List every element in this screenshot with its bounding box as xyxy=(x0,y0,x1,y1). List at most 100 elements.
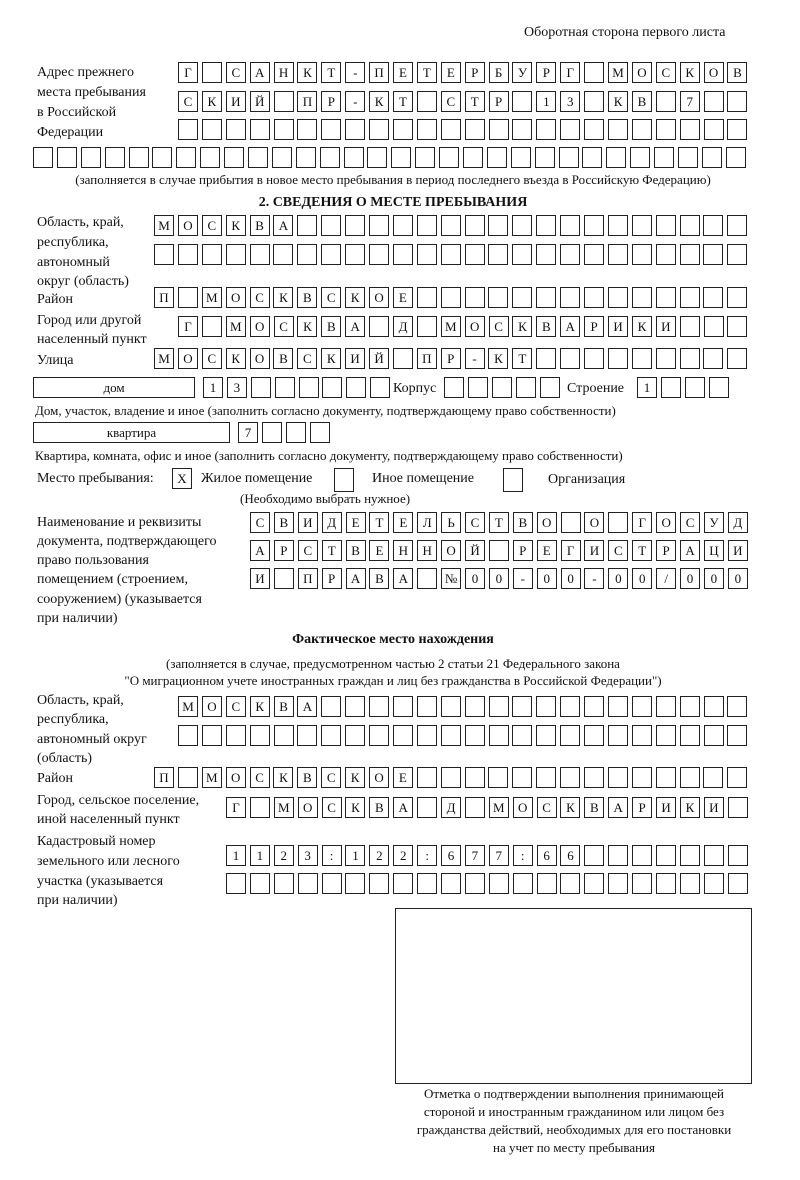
char-cell[interactable] xyxy=(309,422,330,443)
char-cell[interactable]: Н xyxy=(273,62,294,83)
char-cell[interactable]: И xyxy=(345,348,366,369)
char-cell[interactable] xyxy=(369,119,390,140)
char-cell[interactable]: Е xyxy=(369,540,390,561)
char-cell[interactable]: О xyxy=(584,512,605,533)
char-cell[interactable] xyxy=(488,540,509,561)
char-cell[interactable]: Р xyxy=(273,540,294,561)
char-cell[interactable] xyxy=(417,568,438,589)
char-cell[interactable]: У xyxy=(512,62,533,83)
char-cell[interactable] xyxy=(488,725,509,746)
char-cell[interactable]: А xyxy=(393,797,414,818)
char-cell[interactable] xyxy=(273,873,294,894)
char-cell[interactable]: У xyxy=(703,512,724,533)
char-cell[interactable]: М xyxy=(440,316,461,337)
char-cell[interactable]: Д xyxy=(393,316,414,337)
char-cell[interactable]: 0 xyxy=(465,568,486,589)
char-cell[interactable]: А xyxy=(345,568,366,589)
char-cell[interactable]: Е xyxy=(536,540,557,561)
char-cell[interactable] xyxy=(655,287,676,308)
char-cell[interactable]: В xyxy=(631,91,652,112)
char-cell[interactable] xyxy=(273,119,294,140)
char-cell[interactable]: Г xyxy=(226,797,246,818)
char-cell[interactable] xyxy=(656,873,677,894)
char-cell[interactable]: В xyxy=(273,696,294,717)
char-cell[interactable]: С xyxy=(201,348,222,369)
char-cell[interactable] xyxy=(417,873,438,894)
char-cell[interactable]: В xyxy=(512,512,533,533)
char-cell[interactable] xyxy=(250,377,271,398)
char-cell[interactable]: М xyxy=(201,287,222,308)
char-cell[interactable]: К xyxy=(631,316,652,337)
char-cell[interactable]: Т xyxy=(512,348,533,369)
char-cell[interactable]: 1 xyxy=(345,845,366,866)
char-cell[interactable]: Т xyxy=(321,540,342,561)
char-cell[interactable] xyxy=(416,767,437,788)
char-cell[interactable]: И xyxy=(727,540,748,561)
char-cell[interactable] xyxy=(201,316,222,337)
char-cell[interactable] xyxy=(369,696,390,717)
char-cell[interactable] xyxy=(727,215,748,236)
char-cell[interactable] xyxy=(703,287,724,308)
char-cell[interactable] xyxy=(200,147,221,168)
char-cell[interactable]: О xyxy=(441,540,462,561)
char-cell[interactable]: О xyxy=(512,797,533,818)
char-cell[interactable]: С xyxy=(297,348,318,369)
char-cell[interactable] xyxy=(488,287,509,308)
char-cell[interactable] xyxy=(249,119,270,140)
char-cell[interactable] xyxy=(226,873,246,894)
char-cell[interactable]: 0 xyxy=(560,568,581,589)
char-cell[interactable] xyxy=(225,244,246,265)
char-cell[interactable]: 7 xyxy=(679,91,700,112)
char-cell[interactable] xyxy=(224,147,245,168)
char-cell[interactable] xyxy=(297,244,318,265)
char-cell[interactable] xyxy=(321,725,342,746)
char-cell[interactable] xyxy=(608,512,629,533)
char-cell[interactable]: Е xyxy=(345,512,366,533)
char-cell[interactable]: Г xyxy=(178,62,198,83)
char-cell[interactable] xyxy=(703,767,724,788)
char-cell[interactable]: Т xyxy=(464,91,485,112)
char-cell[interactable]: М xyxy=(273,797,294,818)
char-cell[interactable] xyxy=(584,725,605,746)
char-cell[interactable] xyxy=(393,725,414,746)
char-cell[interactable]: - xyxy=(512,568,533,589)
char-cell[interactable]: 1 xyxy=(203,377,223,398)
char-cell[interactable] xyxy=(273,91,294,112)
char-cell[interactable] xyxy=(703,696,724,717)
char-cell[interactable] xyxy=(536,348,557,369)
char-cell[interactable] xyxy=(346,377,367,398)
char-cell[interactable]: А xyxy=(250,540,270,561)
char-cell[interactable] xyxy=(488,696,509,717)
char-cell[interactable] xyxy=(631,215,652,236)
char-cell[interactable]: М xyxy=(154,215,174,236)
char-cell[interactable] xyxy=(274,377,295,398)
char-cell[interactable]: 0 xyxy=(703,568,724,589)
char-cell[interactable] xyxy=(393,696,414,717)
char-cell[interactable] xyxy=(560,287,581,308)
char-cell[interactable] xyxy=(679,215,700,236)
char-cell[interactable] xyxy=(464,119,485,140)
char-cell[interactable] xyxy=(177,287,198,308)
char-cell[interactable] xyxy=(703,725,724,746)
char-cell[interactable] xyxy=(679,119,700,140)
char-cell[interactable] xyxy=(679,725,700,746)
char-cell[interactable]: С xyxy=(249,767,270,788)
char-cell[interactable] xyxy=(512,244,533,265)
char-cell[interactable]: С xyxy=(297,540,318,561)
char-cell[interactable]: И xyxy=(250,568,270,589)
char-cell[interactable] xyxy=(584,696,605,717)
char-cell[interactable] xyxy=(558,147,579,168)
building-cells[interactable]: 1 xyxy=(637,377,729,398)
char-cell[interactable] xyxy=(655,767,676,788)
char-cell[interactable]: Й xyxy=(369,348,390,369)
char-cell[interactable]: О xyxy=(201,696,222,717)
char-cell[interactable]: 0 xyxy=(488,568,509,589)
char-cell[interactable] xyxy=(631,119,652,140)
char-cell[interactable]: Р xyxy=(321,91,342,112)
char-cell[interactable] xyxy=(607,287,628,308)
char-cell[interactable]: К xyxy=(560,797,581,818)
char-cell[interactable] xyxy=(488,119,509,140)
